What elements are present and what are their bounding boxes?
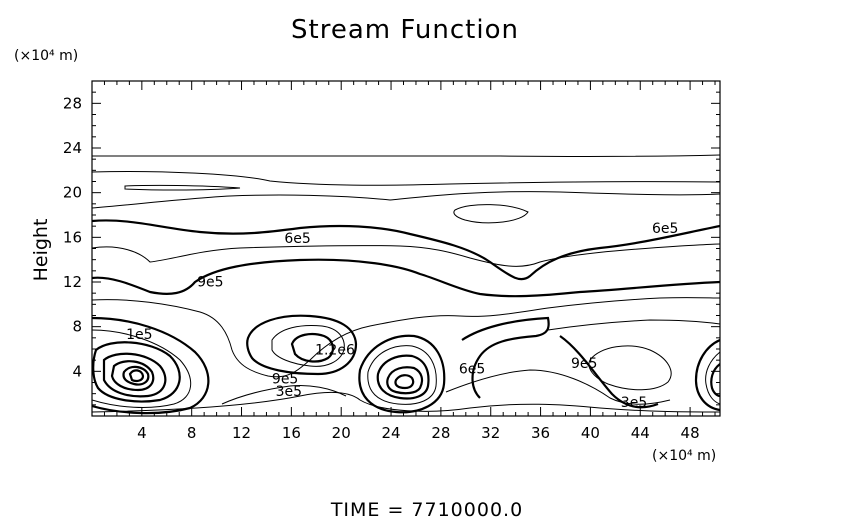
x-tick-label: 16 [282, 424, 301, 442]
contour-line [92, 191, 720, 209]
contour-line [547, 319, 720, 331]
y-tick-label: 24 [63, 139, 82, 157]
y-tick-label: 12 [63, 273, 82, 291]
contour-line [92, 154, 720, 157]
x-tick-label: 24 [382, 424, 401, 442]
contour-value-label: 3e5 [276, 384, 302, 400]
chart-title: Stream Function [291, 15, 519, 45]
contour-line [92, 316, 210, 415]
contour-value-label: 6e5 [284, 231, 310, 247]
contour-line [290, 333, 334, 363]
contour-line [445, 369, 671, 405]
contour-value-label: 1.2e6 [315, 343, 355, 359]
contour-value-label: 1e5 [126, 327, 152, 343]
contour-line [102, 352, 167, 398]
x-tick-label: 12 [232, 424, 251, 442]
time-label: TIME = 7710000.0 [330, 499, 523, 519]
x-tick-label: 20 [332, 424, 351, 442]
y-tick-label: 4 [72, 362, 82, 380]
x-tick-label: 48 [681, 424, 700, 442]
x-tick-label: 40 [581, 424, 600, 442]
y-tick-label: 16 [63, 228, 82, 246]
contour-line [92, 297, 720, 378]
contour-value-label: 3e5 [621, 395, 647, 411]
x-tick-label: 8 [187, 424, 197, 442]
contour-line [221, 385, 347, 405]
contour-line [92, 171, 720, 186]
contour-line [386, 366, 424, 395]
contour-line [92, 258, 720, 298]
plot-frame [91, 80, 721, 417]
contour-line [92, 243, 720, 267]
contour-line [461, 316, 550, 399]
contour-line [246, 314, 358, 376]
contour-line [92, 219, 720, 281]
contour-value-label: 6e5 [652, 221, 678, 237]
contour-line [358, 334, 446, 414]
contour-line [453, 204, 529, 224]
contour-value-label: 9e5 [272, 372, 298, 388]
contour-line [367, 345, 437, 405]
x-tick-label: 32 [481, 424, 500, 442]
y-axis-label: Height [30, 219, 52, 282]
contour-line [128, 369, 145, 383]
contour-line [705, 351, 720, 405]
contour-line [124, 184, 241, 191]
contour-line [376, 354, 430, 400]
contour-value-label: 9e5 [571, 356, 597, 372]
contour-line [694, 338, 720, 412]
x-axis-unit: (×10⁴ m) [652, 448, 716, 464]
contour-line [271, 325, 345, 367]
x-tick-label: 28 [431, 424, 450, 442]
x-tick-label: 4 [137, 424, 147, 442]
contour-value-label: 9e5 [197, 274, 223, 290]
y-tick-label: 8 [72, 318, 82, 336]
x-tick-label: 36 [531, 424, 550, 442]
contour-line [92, 341, 181, 403]
contour-line [92, 329, 192, 408]
y-tick-label: 28 [63, 94, 82, 112]
contour-line [710, 363, 720, 398]
contour-line [394, 374, 415, 390]
contour-value-label: 6e5 [459, 362, 485, 378]
contour-line [122, 365, 150, 386]
contour-line [559, 335, 659, 409]
y-tick-label: 20 [63, 184, 82, 202]
y-axis-unit: (×10⁴ m) [14, 48, 78, 64]
contour-line [92, 392, 720, 413]
contour-line [588, 345, 672, 391]
contour-field [92, 154, 720, 415]
contour-line [110, 360, 155, 392]
x-tick-label: 44 [631, 424, 650, 442]
